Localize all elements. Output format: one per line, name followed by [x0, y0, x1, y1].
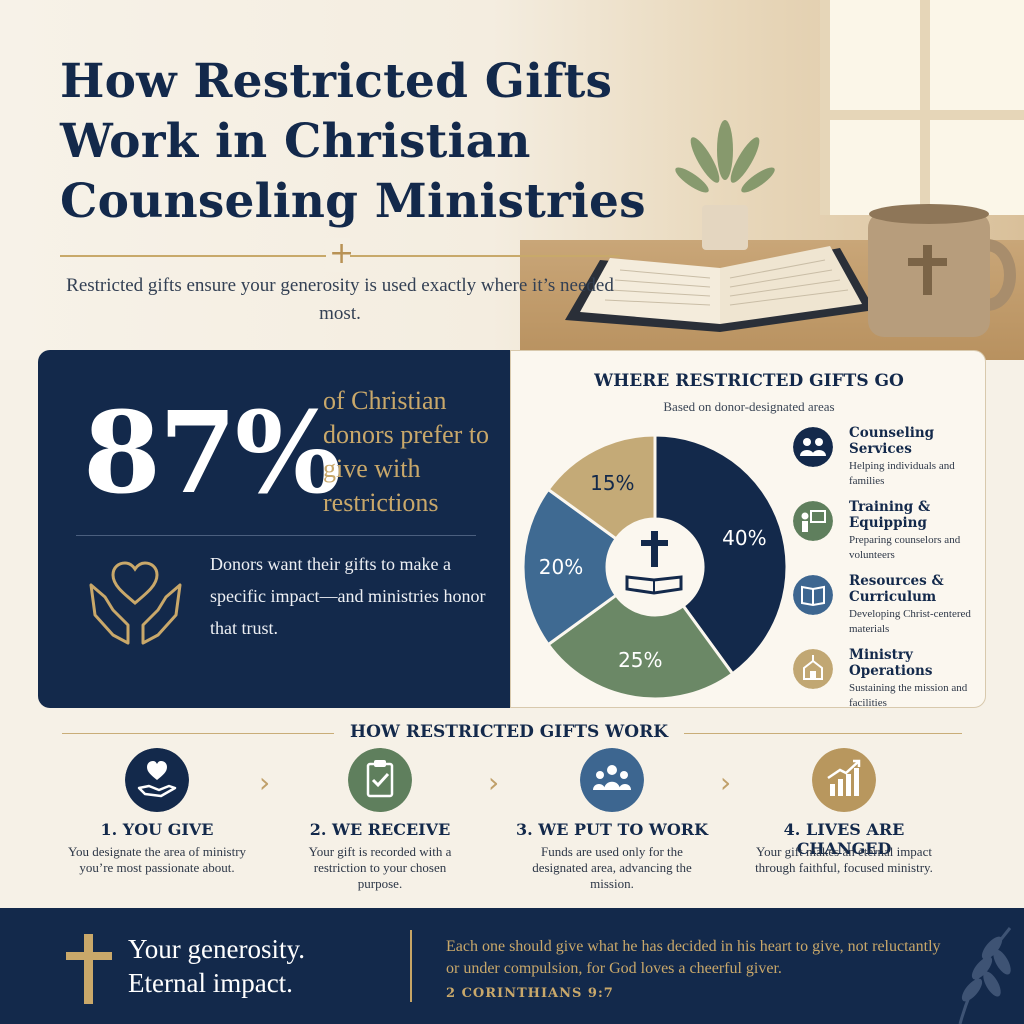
scripture-reference: 2 CORINTHIANS 9:7 [446, 986, 614, 1001]
step-description: Your gift makes an eternal impact throug… [755, 844, 933, 875]
statistic-label: of Christian donors prefer to give with … [323, 386, 490, 517]
step-lives-changed: 4. LIVES ARE CHANGED Your gift makes an … [744, 748, 944, 908]
step-title: 1. YOU GIVE [100, 820, 214, 839]
legend-name: Counseling Services [849, 425, 935, 457]
legend-name: Resources & Curriculum [849, 573, 944, 605]
chart-subtitle: Based on donor-designated areas [663, 399, 835, 414]
group-icon [580, 748, 644, 812]
step-we-receive: 2. WE RECEIVE Your gift is recorded with… [280, 748, 480, 908]
footer-tagline: Your generosity. Eternal impact. [128, 932, 388, 1000]
legend-item-counseling: Counseling Services Helping individuals … [793, 425, 983, 499]
book-icon [793, 575, 833, 615]
growth-chart-icon [812, 748, 876, 812]
divider-cross-icon: + [326, 236, 354, 272]
donut-chart: 40% 25% 20% 15% [521, 433, 789, 701]
chevron-right-icon: › [488, 766, 500, 799]
donut-label-resources: 20% [539, 555, 583, 579]
coffee-mug-icon [868, 204, 1016, 337]
donut-slice-training [546, 593, 735, 701]
statistic-description: Donors want their gifts to make a specif… [210, 554, 486, 638]
legend-item-operations: Ministry Operations Sustaining the missi… [793, 647, 983, 721]
leaf-icon [958, 927, 1012, 1024]
step-description: You designate the area of ministry you’r… [67, 844, 247, 875]
chevron-right-icon: › [259, 766, 271, 799]
chevron-right-icon: › [720, 766, 732, 799]
step-you-give: 1. YOU GIVE You designate the area of mi… [57, 748, 257, 908]
legend-name: Training & Equipping [849, 499, 931, 531]
statistic-divider [76, 535, 476, 536]
steps-title: HOW RESTRICTED GIFTS WORK [350, 722, 668, 742]
steps-divider-right [684, 733, 962, 734]
donut-label-training: 25% [618, 648, 662, 672]
heart-hand-icon [125, 748, 189, 812]
cross-icon [66, 934, 112, 1004]
statistic-value: 87% [83, 388, 341, 519]
step-title: 3. WE PUT TO WORK [516, 820, 708, 839]
open-bible-icon [565, 246, 875, 332]
church-icon [793, 649, 833, 689]
legend-description: Developing Christ-centered materials [849, 608, 971, 635]
donut-label-operations: 15% [590, 471, 634, 495]
chart-title: WHERE RESTRICTED GIFTS GO [594, 371, 904, 391]
donut-slice-resources [521, 487, 619, 647]
legend-description: Sustaining the mission and facilities [849, 682, 968, 709]
teacher-icon [793, 501, 833, 541]
heart-hands-icon [89, 561, 182, 645]
legend-item-resources: Resources & Curriculum Developing Christ… [793, 573, 983, 647]
footer-divider [410, 930, 412, 1002]
footer: Your generosity. Eternal impact. Each on… [0, 908, 1024, 1024]
people-icon [793, 427, 833, 467]
donut-slice-operations [546, 433, 657, 541]
legend-description: Helping individuals and families [849, 460, 955, 487]
cross-book-icon [625, 531, 683, 595]
donut-slice-counseling [653, 433, 789, 676]
step-title: 2. WE RECEIVE [309, 820, 451, 839]
legend-description: Preparing counselors and volunteers [849, 534, 961, 561]
step-description: Funds are used only for the designated a… [532, 844, 692, 891]
legend-item-training: Training & Equipping Preparing counselor… [793, 499, 983, 573]
plant-icon [675, 120, 775, 250]
window-illustration [820, 0, 1024, 215]
step-description: Your gift is recorded with a restriction… [308, 844, 452, 891]
footer-tagline-line2: Eternal impact. [128, 968, 293, 998]
step-title: 4. LIVES ARE CHANGED [783, 820, 905, 858]
clipboard-icon [348, 748, 412, 812]
donut-label-counseling: 40% [722, 526, 766, 550]
steps-divider-left [62, 733, 334, 734]
chart-card: WHERE RESTRICTED GIFTS GO Based on donor… [510, 350, 986, 709]
legend-name: Ministry Operations [849, 647, 933, 679]
footer-tagline-line1: Your generosity. [128, 934, 306, 964]
statistic-card: 87% of Christian donors prefer to give w… [38, 350, 510, 708]
page-subtitle: Restricted gifts ensure your generosity … [66, 275, 614, 324]
page-title: How Restricted Gifts Work in Christian C… [60, 54, 646, 229]
scripture-quote: Each one should give what he has decided… [446, 938, 941, 977]
step-we-put-to-work: 3. WE PUT TO WORK Funds are used only fo… [512, 748, 712, 908]
